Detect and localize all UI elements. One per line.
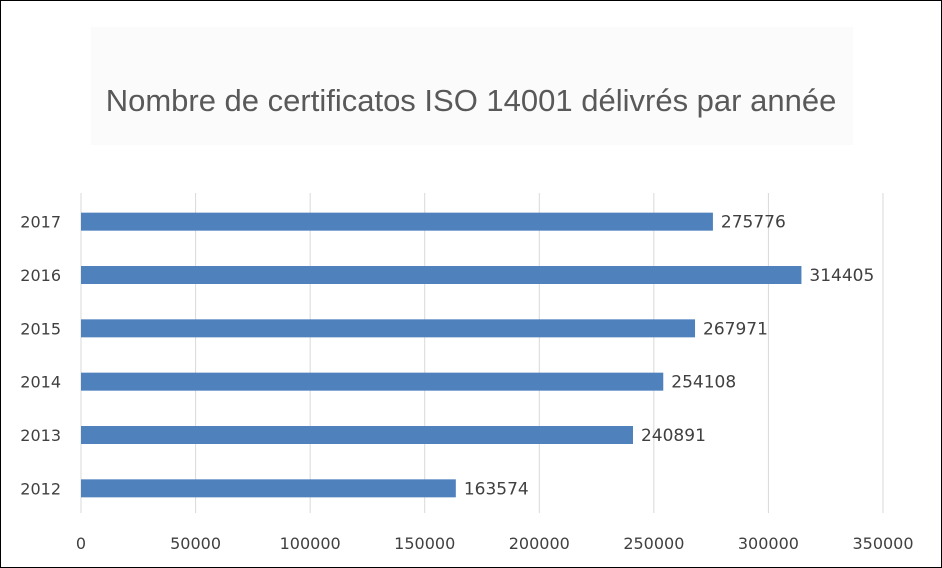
data-labels: 163574 240891 254108 267971 314405 275776 (464, 213, 875, 500)
data-label-2015: 267971 (703, 319, 768, 339)
y-category-label-2014: 2014 (20, 373, 61, 392)
bar-2017 (81, 212, 713, 231)
data-label-2014: 254108 (671, 373, 736, 393)
bar-2016 (81, 266, 802, 284)
x-axis-tick-labels: 0 50000 100000 150000 200000 250000 300000 3500… (76, 534, 914, 553)
bar-2012 (81, 479, 456, 498)
y-category-label-2013: 2013 (20, 426, 61, 445)
bar-2013 (81, 426, 633, 444)
x-tick-label-150000: 150000 (394, 534, 455, 553)
bar-2015 (81, 319, 696, 338)
y-axis-category-labels: 2012 2013 2014 2015 2016 2017 (20, 213, 61, 499)
data-label-2012: 163574 (464, 479, 529, 499)
bars (81, 212, 802, 498)
x-tick-label-250000: 250000 (623, 534, 684, 553)
title-area (91, 27, 853, 145)
x-tick-label-50000: 50000 (170, 534, 221, 553)
data-label-2013: 240891 (641, 426, 706, 446)
x-tick-label-0: 0 (76, 534, 86, 553)
gridlines (80, 193, 884, 513)
x-tick-label-300000: 300000 (738, 534, 799, 553)
y-category-label-2015: 2015 (20, 319, 61, 338)
chart-title: Nombre de certificatos ISO 14001 délivré… (105, 83, 837, 118)
bar-2014 (81, 372, 664, 391)
x-tick-label-200000: 200000 (509, 534, 570, 553)
y-category-label-2016: 2016 (20, 266, 61, 285)
y-category-label-2017: 2017 (20, 213, 61, 232)
y-category-label-2012: 2012 (20, 479, 61, 498)
x-tick-label-100000: 100000 (280, 534, 341, 553)
data-label-2016: 314405 (809, 266, 874, 286)
data-label-2017: 275776 (721, 213, 786, 233)
x-tick-label-350000: 350000 (852, 534, 913, 553)
